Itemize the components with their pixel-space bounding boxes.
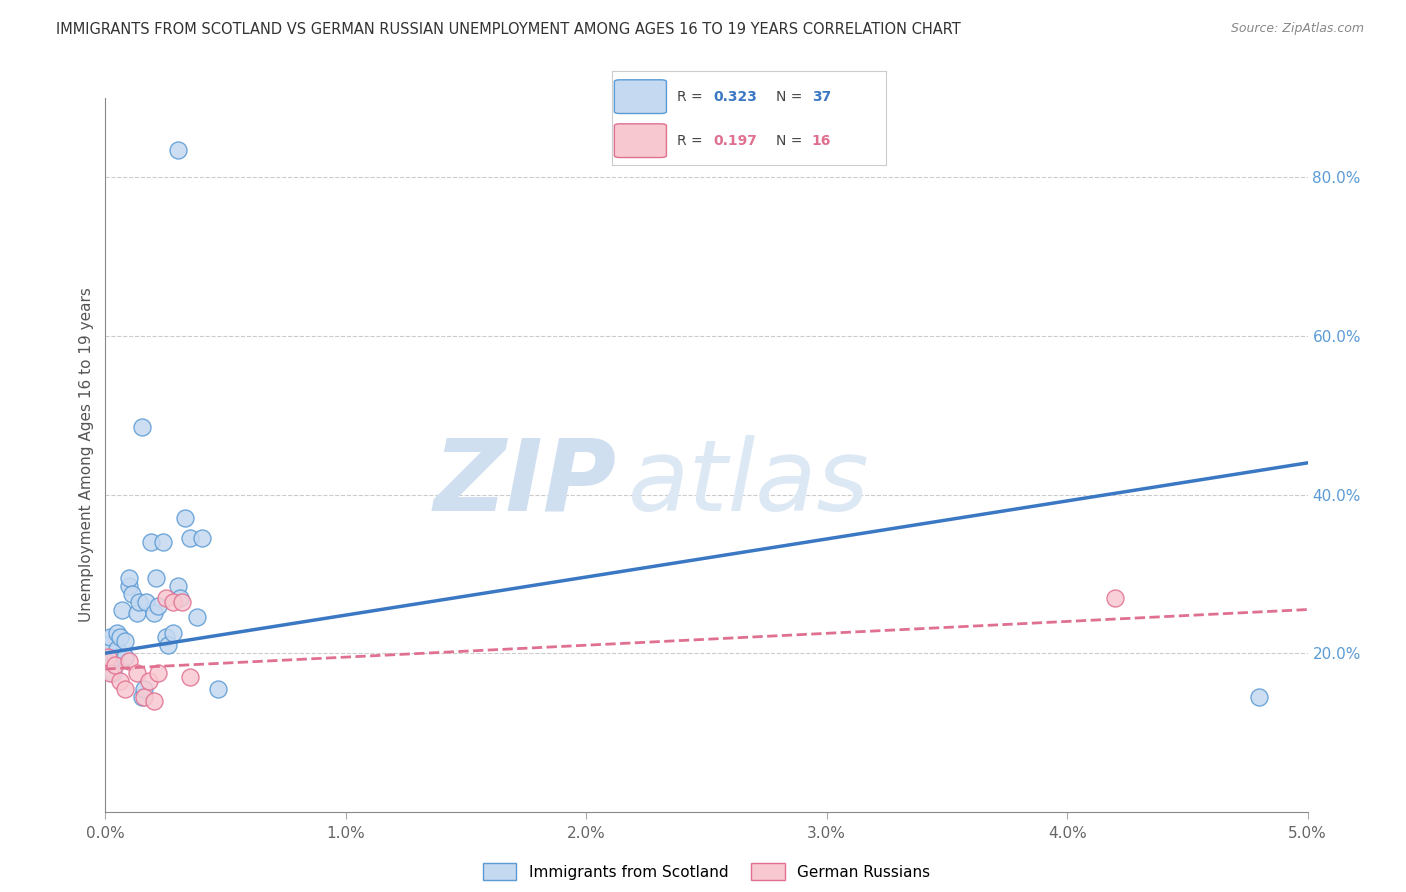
Point: [179, 531, 201, 545]
Point: [98, 665, 121, 680]
Text: 37: 37: [811, 90, 831, 103]
Legend: Immigrants from Scotland, German Russians: Immigrants from Scotland, German Russian…: [477, 857, 936, 886]
Point: [138, 673, 160, 688]
Y-axis label: Unemployment Among Ages 16 to 19 years: Unemployment Among Ages 16 to 19 years: [79, 287, 94, 623]
Point: [132, 690, 155, 704]
Point: [107, 642, 129, 657]
Point: [118, 654, 141, 668]
Point: [179, 670, 201, 684]
Point: [132, 681, 155, 696]
Point: [125, 665, 148, 680]
Text: R =: R =: [678, 134, 707, 148]
Point: [169, 591, 191, 605]
Text: atlas: atlas: [628, 435, 870, 532]
FancyBboxPatch shape: [614, 79, 666, 113]
Point: [114, 650, 136, 665]
Point: [107, 626, 129, 640]
Text: ZIP: ZIP: [433, 435, 616, 532]
Point: [142, 694, 165, 708]
Point: [155, 591, 177, 605]
Point: [190, 531, 212, 545]
Point: [156, 638, 179, 652]
Point: [97, 638, 120, 652]
Point: [98, 654, 121, 668]
Point: [145, 571, 167, 585]
Point: [1104, 591, 1126, 605]
Point: [152, 535, 174, 549]
Text: Source: ZipAtlas.com: Source: ZipAtlas.com: [1230, 22, 1364, 36]
Point: [104, 658, 127, 673]
Text: 16: 16: [811, 134, 831, 148]
Point: [131, 420, 153, 434]
Text: N =: N =: [776, 134, 807, 148]
Point: [128, 594, 150, 608]
Point: [148, 665, 170, 680]
Point: [104, 650, 127, 665]
Text: N =: N =: [776, 90, 807, 103]
Point: [125, 607, 148, 621]
Point: [173, 511, 195, 525]
FancyBboxPatch shape: [614, 124, 666, 158]
Point: [108, 630, 131, 644]
Point: [166, 579, 188, 593]
Point: [207, 681, 229, 696]
Point: [148, 599, 170, 613]
Point: [186, 610, 208, 624]
Point: [131, 690, 153, 704]
Text: IMMIGRANTS FROM SCOTLAND VS GERMAN RUSSIAN UNEMPLOYMENT AMONG AGES 16 TO 19 YEAR: IMMIGRANTS FROM SCOTLAND VS GERMAN RUSSI…: [56, 22, 960, 37]
Point: [162, 594, 184, 608]
Point: [166, 143, 188, 157]
Point: [135, 594, 157, 608]
Point: [111, 602, 134, 616]
Point: [108, 673, 131, 688]
Point: [162, 626, 184, 640]
Point: [142, 607, 165, 621]
Text: 0.197: 0.197: [713, 134, 756, 148]
Point: [121, 587, 143, 601]
Text: R =: R =: [678, 90, 707, 103]
Point: [101, 665, 124, 680]
Point: [118, 579, 141, 593]
Point: [172, 594, 194, 608]
Point: [114, 681, 136, 696]
Point: [1249, 690, 1271, 704]
Point: [139, 535, 162, 549]
Point: [155, 630, 177, 644]
Point: [97, 650, 120, 665]
Point: [118, 571, 141, 585]
Text: 0.323: 0.323: [713, 90, 756, 103]
Point: [114, 634, 136, 648]
Point: [98, 630, 121, 644]
